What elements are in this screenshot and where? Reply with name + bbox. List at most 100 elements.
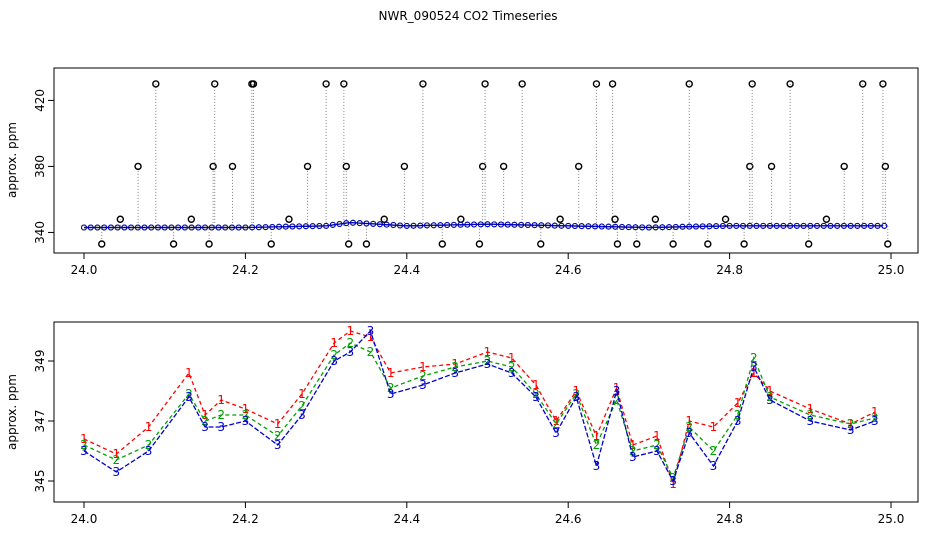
bottom-series-marker: 3	[613, 384, 621, 398]
bottom-series-marker: 3	[387, 387, 395, 401]
top-series-point	[840, 222, 847, 229]
bottom-series-marker: 2	[766, 390, 774, 404]
top-series-point	[343, 220, 350, 227]
bottom-series-marker: 3	[806, 414, 814, 428]
bottom-series-marker: 2	[629, 444, 637, 458]
top-series-point	[807, 222, 814, 229]
flagged-point	[322, 80, 330, 88]
bottom-series-marker: 1	[766, 384, 774, 398]
top-series-point	[148, 224, 155, 231]
top-series-point	[598, 223, 605, 230]
bottom-series-marker: 3	[367, 324, 375, 338]
top-series-point	[800, 222, 807, 229]
top-series-point	[302, 223, 309, 230]
top-series-point	[215, 224, 222, 231]
flagged-point	[537, 240, 545, 248]
top-series-point	[780, 222, 787, 229]
bottom-series-marker: 3	[871, 414, 879, 428]
top-series-point	[571, 222, 578, 229]
flagged-point	[152, 80, 160, 88]
top-series-point	[679, 223, 686, 230]
flagged-point	[116, 215, 125, 223]
flagged-point	[651, 215, 660, 223]
top-series-point	[101, 224, 108, 231]
flagged-point	[481, 80, 489, 88]
bottom-x-tick-label: 24.6	[555, 512, 582, 526]
bottom-series-marker: 2	[669, 471, 677, 485]
top-series-point	[202, 224, 209, 231]
top-x-tick-label: 24.4	[393, 263, 420, 277]
flagged-point	[380, 215, 388, 223]
top-series-point	[632, 224, 639, 231]
top-series-point	[814, 222, 821, 229]
bottom-series-marker: 2	[484, 354, 492, 368]
flagged-point	[98, 240, 106, 248]
top-series-point	[87, 224, 94, 231]
top-series-point	[464, 221, 471, 228]
top-series-point	[551, 222, 558, 229]
bottom-series-marker: 1	[613, 381, 621, 395]
top-series-point	[242, 224, 249, 231]
top-series-point	[471, 221, 478, 228]
flagged-point	[633, 240, 641, 248]
top-series-point	[175, 224, 182, 231]
top-series-point	[740, 222, 747, 229]
top-series-point	[733, 222, 740, 229]
top-series-point	[861, 222, 868, 229]
flagged-point	[685, 80, 693, 88]
bottom-series-marker: 3	[710, 459, 718, 473]
bottom-series-marker: 1	[451, 357, 459, 371]
flagged-point	[592, 80, 601, 88]
bottom-series-marker: 3	[419, 378, 427, 392]
flagged-point	[740, 240, 748, 248]
bottom-series-marker: 3	[451, 366, 459, 380]
bottom-series-marker: 1	[242, 402, 250, 416]
top-series-point	[269, 223, 276, 230]
flagged-point	[362, 240, 371, 248]
bottom-series-marker: 2	[451, 360, 459, 374]
top-series-point	[81, 224, 87, 231]
top-series-point	[592, 223, 599, 230]
bottom-series-marker: 1	[508, 351, 516, 365]
bottom-series-marker: 1	[112, 447, 120, 461]
flagged-point	[804, 240, 813, 248]
flagged-point	[721, 215, 730, 223]
bottom-series-marker: 3	[734, 414, 742, 428]
bottom-series-marker: 3	[80, 444, 88, 458]
bottom-series-marker: 2	[532, 387, 540, 401]
bottom-series-marker: 3	[750, 360, 758, 374]
bottom-series-line	[83, 342, 876, 480]
top-plot: 24.0 24.2 24.4 24.6 24.8 25.0 340 380 420	[33, 80, 904, 277]
bottom-series-marker: 3	[201, 420, 209, 434]
top-series-point	[766, 222, 773, 229]
top-series-point	[686, 223, 693, 230]
bottom-series-marker: 3	[653, 444, 661, 458]
top-series-point	[329, 221, 336, 228]
bottom-series-marker: 1	[629, 438, 637, 452]
top-series-point	[397, 222, 404, 229]
flagged-point	[285, 215, 293, 223]
bottom-series-marker: 3	[552, 426, 560, 440]
top-series-point	[121, 224, 128, 231]
bottom-series-marker: 3	[572, 390, 580, 404]
top-series-point	[228, 224, 235, 231]
top-series-point	[450, 221, 457, 228]
top-series-point	[235, 224, 242, 231]
top-series-point	[753, 222, 760, 229]
top-series-point	[336, 221, 343, 228]
bottom-series-line	[83, 329, 876, 483]
top-series-point	[827, 222, 834, 229]
bottom-series-marker: 3	[330, 354, 338, 368]
top-series-point	[161, 224, 168, 231]
top-series-point	[565, 222, 572, 229]
bottom-series-marker: 1	[298, 387, 306, 401]
flagged-point	[475, 240, 484, 248]
bottom-series-marker: 2	[80, 438, 88, 452]
top-series-point	[255, 224, 262, 231]
top-series-point	[134, 224, 141, 231]
top-series-point	[383, 221, 390, 228]
bottom-series-marker: 1	[330, 336, 338, 350]
bottom-series-marker: 2	[298, 399, 306, 413]
top-series-point	[309, 223, 316, 230]
top-series-point	[545, 222, 552, 229]
